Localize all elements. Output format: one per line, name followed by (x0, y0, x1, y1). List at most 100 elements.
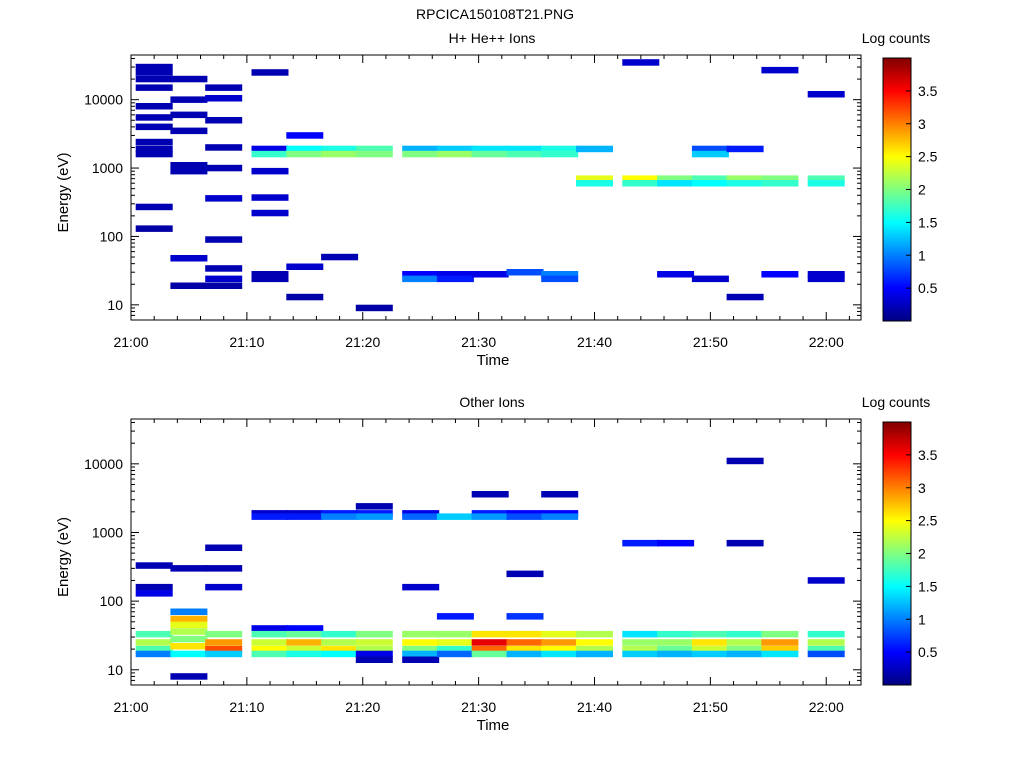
heatmap-cell (436, 650, 474, 658)
heatmap-cell (205, 144, 243, 151)
heatmap-cell (135, 650, 173, 658)
colorbar-label: Log counts (862, 394, 931, 410)
heatmap-cell (251, 271, 289, 278)
heatmap-cell (807, 91, 845, 98)
heatmap-cell (355, 513, 393, 520)
heatmap-cell (321, 145, 359, 153)
heatmap-cell (170, 628, 208, 635)
heatmap-cell (205, 583, 243, 591)
y-tick-label: 10000 (84, 92, 123, 108)
heatmap-cell (355, 503, 393, 510)
heatmap-cell (205, 639, 243, 646)
heatmap-cells (135, 59, 845, 312)
heatmap-cell (402, 630, 440, 638)
colorbar-tick-label: 2 (918, 546, 926, 562)
heatmap-cell (657, 650, 695, 658)
heatmap-cell (205, 164, 243, 172)
heatmap-cell (135, 114, 173, 121)
heatmap-cell (807, 630, 845, 638)
heatmap-cell (726, 145, 764, 153)
heatmap-cell (402, 510, 440, 517)
heatmap-cell (622, 645, 660, 653)
figure-title: RPCICA150108T21.PNG (416, 6, 574, 22)
heatmap-cell (205, 195, 243, 202)
heatmap-cell (506, 269, 544, 276)
heatmap-cell (286, 645, 324, 653)
heatmap-cell (726, 457, 764, 465)
heatmap-cell (541, 513, 579, 520)
heatmap-cell (471, 645, 509, 653)
heatmap-cell (761, 175, 799, 182)
heatmap-cell (691, 175, 729, 182)
heatmap-cell (541, 510, 579, 517)
heatmap-cell (170, 650, 208, 658)
colorbar-tick-label: 0.5 (918, 644, 938, 660)
heatmap-cell (135, 123, 173, 131)
y-tick-label: 10000 (84, 456, 123, 472)
heatmap-cell (541, 145, 579, 153)
heatmap-cell (321, 253, 359, 261)
heatmap-cell (205, 565, 243, 572)
heatmap-cell (436, 275, 474, 283)
heatmap-cell (807, 271, 845, 278)
heatmap-cell (807, 175, 845, 182)
heatmap-cell (205, 236, 243, 243)
heatmap-cell (657, 630, 695, 638)
heatmap-cell (355, 510, 393, 517)
heatmap-cell (170, 75, 208, 83)
heatmap-cells (135, 457, 845, 680)
heatmap-cell (205, 282, 243, 289)
heatmap-cell (807, 639, 845, 646)
heatmap-cell (355, 650, 393, 658)
heatmap-cell (506, 639, 544, 646)
heatmap-cell (541, 645, 579, 653)
y-tick-label: 1000 (92, 160, 123, 176)
y-tick-label: 10 (107, 297, 123, 313)
heatmap-cell (205, 265, 243, 272)
heatmap-cell (402, 275, 440, 283)
heatmap-cell (402, 150, 440, 158)
colorbar: 0.5 1 1.5 2 2.5 3 3.5 Log counts (862, 394, 938, 686)
heatmap-cell (506, 145, 544, 153)
x-axis-label: Time (477, 352, 510, 369)
heatmap-cell (807, 180, 845, 187)
heatmap-cell (205, 630, 243, 638)
heatmap-cell (355, 645, 393, 653)
heatmap-cell (761, 66, 799, 74)
heatmap-cell (286, 293, 324, 301)
heatmap-cell (471, 513, 509, 520)
heatmap-cell (436, 513, 474, 520)
heatmap-cell (471, 650, 509, 658)
heatmap-cell (541, 271, 579, 278)
heatmap-cell (436, 150, 474, 158)
heatmap-cell (726, 630, 764, 638)
heatmap-cell (691, 180, 729, 187)
heatmap-cell (402, 650, 440, 658)
x-tick-label: 21:40 (577, 334, 612, 350)
heatmap-cell (170, 635, 208, 643)
heatmap-cell (541, 275, 579, 283)
heatmap-cell (761, 650, 799, 658)
heatmap-cell (321, 513, 359, 520)
heatmap-cell (541, 630, 579, 638)
heatmap-cell (355, 630, 393, 638)
heatmap-cell (691, 275, 729, 283)
heatmap-cell (286, 513, 324, 520)
x-tick-label: 21:30 (461, 699, 496, 715)
heatmap-cell (135, 583, 173, 591)
heatmap-cell (135, 103, 173, 110)
heatmap-cell (622, 175, 660, 182)
heatmap-cell (506, 613, 544, 620)
heatmap-cell (170, 565, 208, 572)
heatmap-cell (506, 630, 544, 638)
y-axis-label: Energy (eV) (55, 152, 72, 232)
heatmap-cell (541, 491, 579, 498)
x-tick-label: 21:30 (461, 334, 496, 350)
heatmap-cell (205, 84, 243, 91)
heatmap-cell (170, 127, 208, 135)
colorbar-tick-label: 3 (918, 480, 926, 496)
heatmap-cell (506, 570, 544, 578)
heatmap-cell (402, 145, 440, 153)
heatmap-cell (402, 645, 440, 653)
heatmap-cell (436, 145, 474, 153)
